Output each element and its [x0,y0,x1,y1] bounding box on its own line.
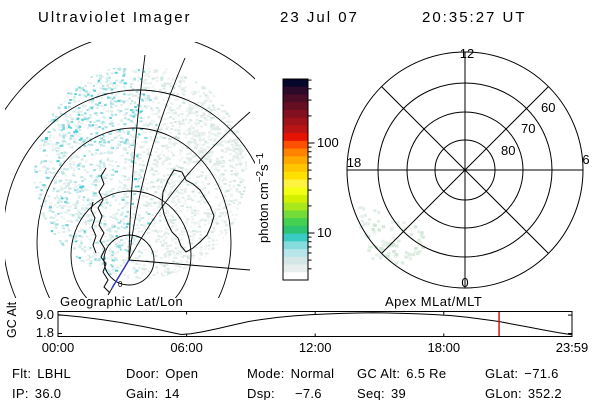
mlat-ring-label-80: 80 [501,143,515,158]
seq-value: 39 [390,386,407,400]
colorbar-border [282,78,309,281]
strip-axis-ticks [57,311,573,337]
gain-label: Gain: [126,386,159,400]
ip-value: 36.0 [34,386,62,400]
telemetry-glon: GLon: 352.2 [485,386,562,400]
apex-polar-panel: 12 18 6 0 60 70 80 [346,46,590,290]
strip-xtick-2359: 23:59 [556,340,589,355]
polar-panel-caption: Apex MLat/MLT [385,294,483,309]
mode-label: Mode: [247,366,285,381]
strip-chart-frame [57,311,573,337]
telemetry-flt: Flt: LBHL [12,366,71,381]
ip-label: IP: [12,386,29,400]
glat-value: −71.6 [524,366,559,381]
header-time-ut: 20:35:27 UT [422,9,527,26]
telemetry-gain: Gain: 14 [126,386,180,400]
mlt-label-6: 6 [582,152,589,167]
colorbar: 100 10 photon cm−2s−1 [255,78,339,281]
colorbar-tick-label-100: 100 [317,135,339,150]
mlt-label-18: 18 [347,155,361,170]
header-date: 23 Jul 07 [280,9,359,26]
left-panel-caption: Geographic Lat/Lon [60,294,184,309]
gain-value: 14 [164,386,180,400]
telemetry-seq: Seq: 39 [357,386,406,400]
geographic-grid [5,42,255,298]
gc-alt-strip-chart: GC Alt 9.0 1.8 00:00 06:00 12:00 18:00 2… [5,301,589,355]
colorbar-tick-label-10: 10 [317,225,331,240]
telemetry-dsp: Dsp: −7.6 [247,386,322,400]
uv-image-geographic-panel: 0 [5,42,255,298]
mlat-ring-label-70: 70 [521,121,535,136]
uv-image-noise-disk [33,66,247,279]
glon-value: 352.2 [527,386,562,400]
coastline-overlay [90,167,215,294]
door-value: Open [165,366,199,381]
gc-alt-value: 6.5 Re [406,366,447,381]
mlat-ring-label-60: 60 [541,100,555,115]
polar-grid [346,51,584,289]
telemetry-ip: IP: 36.0 [12,386,61,400]
telemetry-gc-alt: GC Alt: 6.5 Re [357,366,446,381]
strip-ytick-9: 9.0 [36,307,54,322]
colorbar-ticks [308,79,315,270]
colorbar-unit-label: photon cm−2s−1 [255,153,271,243]
mode-value: Normal [290,366,335,381]
colorbar-bands [283,79,308,281]
mlt-label-12: 12 [460,46,474,61]
glat-label: GLat: [485,366,519,381]
flt-value: LBHL [37,366,71,381]
gc-alt-curve [57,312,573,336]
telemetry-door: Door: Open [126,366,198,381]
flt-label: Flt: [12,366,32,381]
seq-label: Seq: [357,386,385,400]
gc-alt-label: GC Alt: [357,366,401,381]
door-label: Door: [126,366,160,381]
glon-label: GLon: [485,386,522,400]
strip-xtick-0000: 00:00 [42,340,75,355]
page-title: Ultraviolet Imager [38,9,192,26]
strip-xtick-1200: 12:00 [299,340,332,355]
telemetry-mode: Mode: Normal [247,366,334,381]
strip-ytick-1.8: 1.8 [36,325,54,340]
mlt-label-0: 0 [461,275,468,290]
strip-xtick-0600: 06:00 [170,340,203,355]
pole-longitude-label: 0 [118,280,123,289]
dsp-value: −7.6 [294,386,322,400]
strip-ylabel: GC Alt [5,301,19,338]
telemetry-glat: GLat: −71.6 [485,366,559,381]
strip-xtick-1800: 18:00 [428,340,461,355]
dsp-label: Dsp: [247,386,275,400]
polar-aurora-patch [358,206,425,265]
spacecraft-track-marker [111,259,130,289]
